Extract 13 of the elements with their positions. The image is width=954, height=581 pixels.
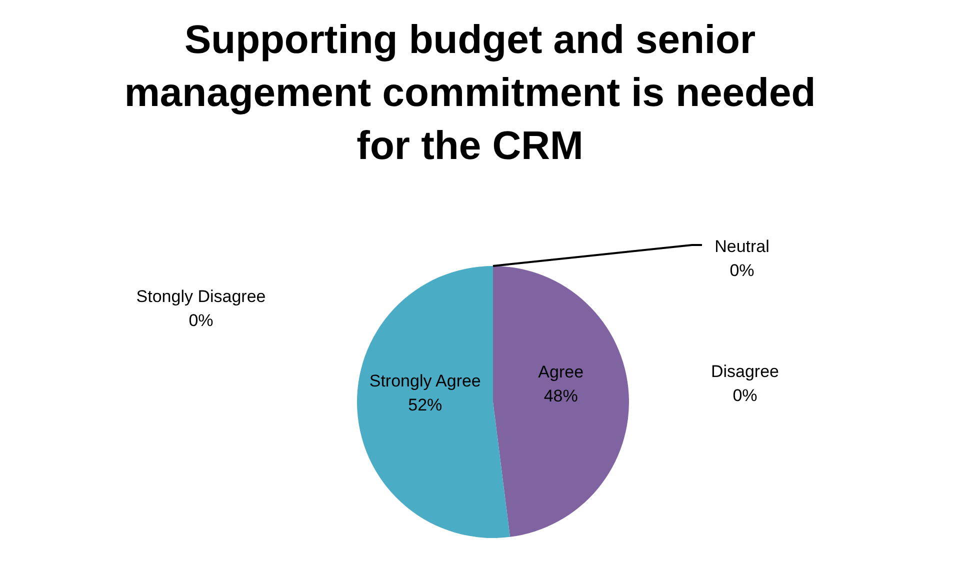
- text: 0%: [188, 311, 214, 330]
- data-label: 52%: [408, 395, 442, 414]
- category-label: Disagree: [710, 362, 780, 381]
- slice-label: Agree: [538, 362, 584, 382]
- chart-title: Supporting budget and senior management commitment is needed for the CRM: [123, 17, 817, 170]
- data-label: 48%: [544, 386, 578, 406]
- category-label: Neutral: [714, 237, 770, 256]
- text: 0%: [730, 261, 754, 280]
- pie-slice: [493, 266, 629, 537]
- category-label: Stongly Disagree: [136, 287, 266, 306]
- pie-slice: [357, 266, 510, 538]
- text: 0%: [732, 386, 758, 405]
- slice-label: Strongly Agree: [369, 371, 481, 390]
